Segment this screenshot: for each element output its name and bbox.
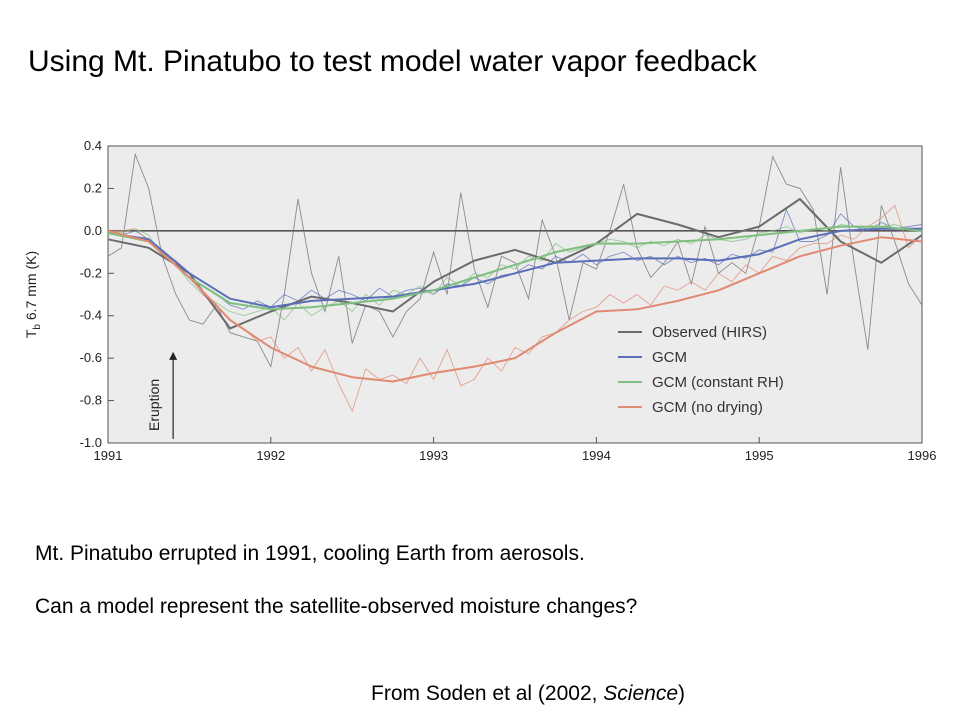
series-line-2: [107, 225, 923, 311]
plot-area: [107, 145, 923, 444]
y-tick-label: 0.2: [84, 180, 102, 195]
credit-journal: Science: [603, 682, 679, 705]
legend-label: Observed (HIRS): [652, 324, 767, 341]
y-tick-label: -0.4: [80, 308, 102, 323]
legend-label: GCM (constant RH): [652, 374, 784, 391]
caption-text: Mt. Pinatubo errupted in 1991, cooling E…: [35, 542, 585, 565]
series-line-raw-2: [107, 224, 923, 321]
x-tick-label: 1994: [582, 448, 611, 463]
source-credit: From Soden et al (2002, Science): [371, 680, 685, 707]
series-line-3: [107, 229, 923, 383]
x-tick-label: 1992: [256, 448, 285, 463]
y-tick-label: -1.0: [80, 435, 102, 450]
y-tick-label: 0.0: [84, 223, 102, 238]
eruption-label: Eruption: [146, 379, 162, 431]
y-axis-title: Tb 6.7 mm (K): [23, 251, 43, 338]
x-tick-label: 1996: [908, 448, 937, 463]
credit-prefix: From Soden et al (2002,: [371, 682, 604, 705]
series-line-1: [107, 227, 922, 309]
y-tick-label: 0.4: [84, 138, 102, 153]
series-line-0: [107, 198, 923, 330]
x-tick-label: 1995: [745, 448, 774, 463]
line-chart: Observed (HIRS) GCM GCM (constant RH) GCM (…: [23, 138, 937, 463]
series-line-raw-0: [107, 152, 923, 368]
y-tick-label: -0.8: [80, 393, 102, 408]
x-tick-label: 1991: [94, 448, 123, 463]
chart-figure: Observed (HIRS) GCM GCM (constant RH) GCM (…: [16, 132, 946, 477]
slide-title: Using Mt. Pinatubo to test model water v…: [28, 45, 757, 78]
credit-suffix: ): [678, 682, 686, 705]
x-tick-label: 1993: [419, 448, 448, 463]
legend-label: GCM (no drying): [652, 399, 763, 416]
y-tick-label: -0.6: [80, 350, 102, 365]
y-tick-label: -0.2: [80, 265, 102, 280]
question-text: Can a model represent the satellite-obse…: [35, 595, 638, 618]
legend-label: GCM: [652, 349, 687, 366]
eruption-arrowhead: [169, 351, 178, 360]
